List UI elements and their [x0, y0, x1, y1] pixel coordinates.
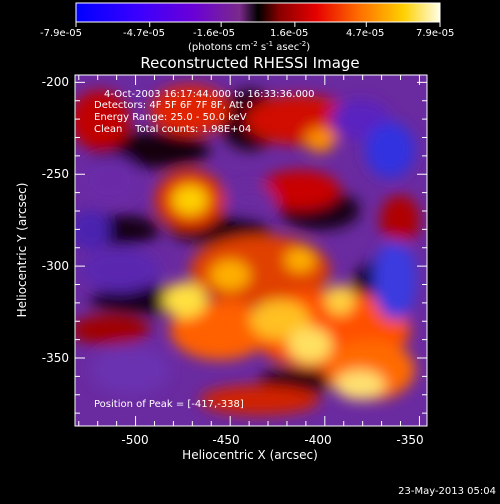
- footer-date: 23-May-2013 05:04: [398, 486, 496, 497]
- energy-annotation: Energy Range: 25.0 - 50.0 keV: [94, 112, 247, 123]
- axis-ticks: [75, 75, 427, 426]
- y-tick-label: -200: [42, 75, 69, 89]
- colorbar: -7.9e-05 -4.7e-05 -1.6e-05 1.6e-05 4.7e-…: [40, 2, 454, 53]
- colorbar-tick-label: 1.6e-05: [270, 28, 308, 39]
- colorbar-units: (photons cm-2 s-1 asec-2): [188, 40, 310, 53]
- y-axis-label: Heliocentric Y (arcsec): [15, 183, 29, 318]
- image-area: [75, 75, 427, 426]
- plot-title: Reconstructed RHESSI Image: [140, 54, 359, 72]
- x-tick-label: -350: [396, 433, 423, 447]
- x-tick-label: -450: [212, 433, 239, 447]
- x-axis-label: Heliocentric X (arcsec): [182, 448, 318, 462]
- detectors-annotation: Detectors: 4F 5F 6F 7F 8F, Att 0: [94, 100, 253, 111]
- colorbar-gradient: [75, 2, 441, 23]
- x-tick-label: -400: [304, 433, 331, 447]
- colorbar-tick-label: 4.7e-05: [346, 28, 384, 39]
- colorbar-tick-label: -4.7e-05: [123, 28, 165, 39]
- colorbar-tick-label: -1.6e-05: [193, 28, 235, 39]
- plot-frame: [74, 74, 428, 427]
- colorbar-tick-label: 7.9e-05: [416, 28, 454, 39]
- peak-position-annotation: Position of Peak = [-417,-338]: [94, 399, 244, 410]
- colorbar-tick-label: -7.9e-05: [40, 28, 82, 39]
- colorbar-ticks: [75, 22, 441, 27]
- x-tick-label: -500: [121, 433, 148, 447]
- y-tick-label: -250: [42, 167, 69, 181]
- time-range-annotation: 4-Oct-2003 16:17:44.000 to 16:33:36.000: [104, 89, 315, 100]
- y-tick-label: -350: [42, 351, 69, 365]
- y-tick-label: -300: [42, 259, 69, 273]
- clean-annotation: Clean Total counts: 1.98E+04: [94, 124, 251, 135]
